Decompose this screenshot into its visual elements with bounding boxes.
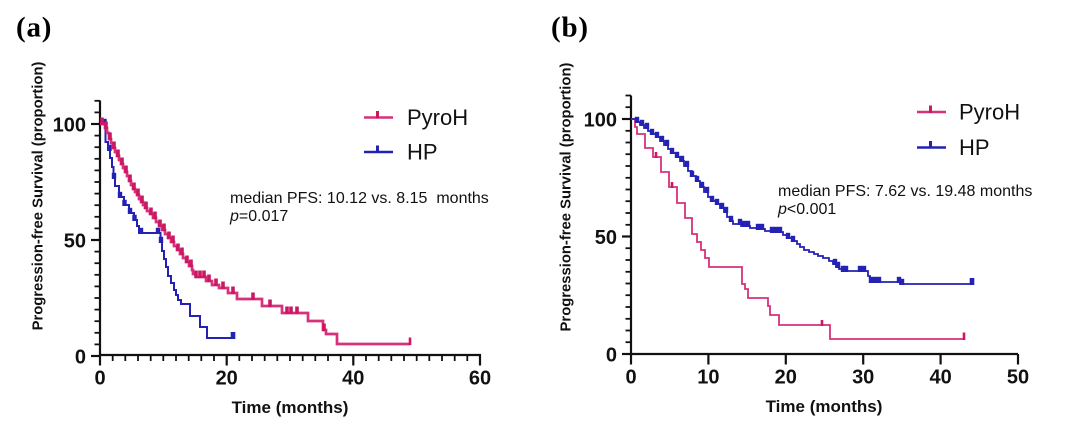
svg-text:(b): (b) xyxy=(551,12,589,44)
svg-text:50: 50 xyxy=(64,230,86,252)
svg-text:median PFS: 10.12 vs. 8.15 mo: median PFS: 10.12 vs. 8.15 months xyxy=(230,190,489,207)
svg-text:HP: HP xyxy=(959,135,990,160)
svg-text:10: 10 xyxy=(697,367,719,389)
svg-text:PyroH: PyroH xyxy=(959,100,1020,125)
svg-text:0: 0 xyxy=(75,346,86,368)
svg-text:40: 40 xyxy=(929,367,951,389)
svg-text:0: 0 xyxy=(606,344,617,366)
svg-text:HP: HP xyxy=(407,140,438,165)
svg-text:PyroH: PyroH xyxy=(407,105,468,130)
svg-text:40: 40 xyxy=(342,368,364,390)
svg-text:0: 0 xyxy=(625,367,636,389)
svg-text:20: 20 xyxy=(775,367,797,389)
svg-text:100: 100 xyxy=(584,109,617,131)
svg-text:p=0.017: p=0.017 xyxy=(229,208,288,225)
svg-text:Time (months): Time (months) xyxy=(766,397,883,416)
svg-text:Time (months): Time (months) xyxy=(232,398,349,417)
svg-text:median PFS: 7.62 vs. 19.48 mon: median PFS: 7.62 vs. 19.48 months xyxy=(778,183,1032,200)
svg-text:0: 0 xyxy=(94,368,105,390)
svg-text:Progression-free Survival (pro: Progression-free Survival (proportion) xyxy=(31,62,47,331)
svg-text:50: 50 xyxy=(1007,367,1029,389)
svg-text:60: 60 xyxy=(469,368,491,390)
svg-text:100: 100 xyxy=(53,114,86,136)
svg-text:20: 20 xyxy=(216,368,238,390)
svg-text:Progression-free Survival (pro: Progression-free Survival (proportion) xyxy=(559,63,575,332)
svg-text:(a): (a) xyxy=(16,12,52,44)
svg-text:50: 50 xyxy=(595,227,617,249)
svg-text:p<0.001: p<0.001 xyxy=(777,201,836,218)
svg-text:30: 30 xyxy=(852,367,874,389)
